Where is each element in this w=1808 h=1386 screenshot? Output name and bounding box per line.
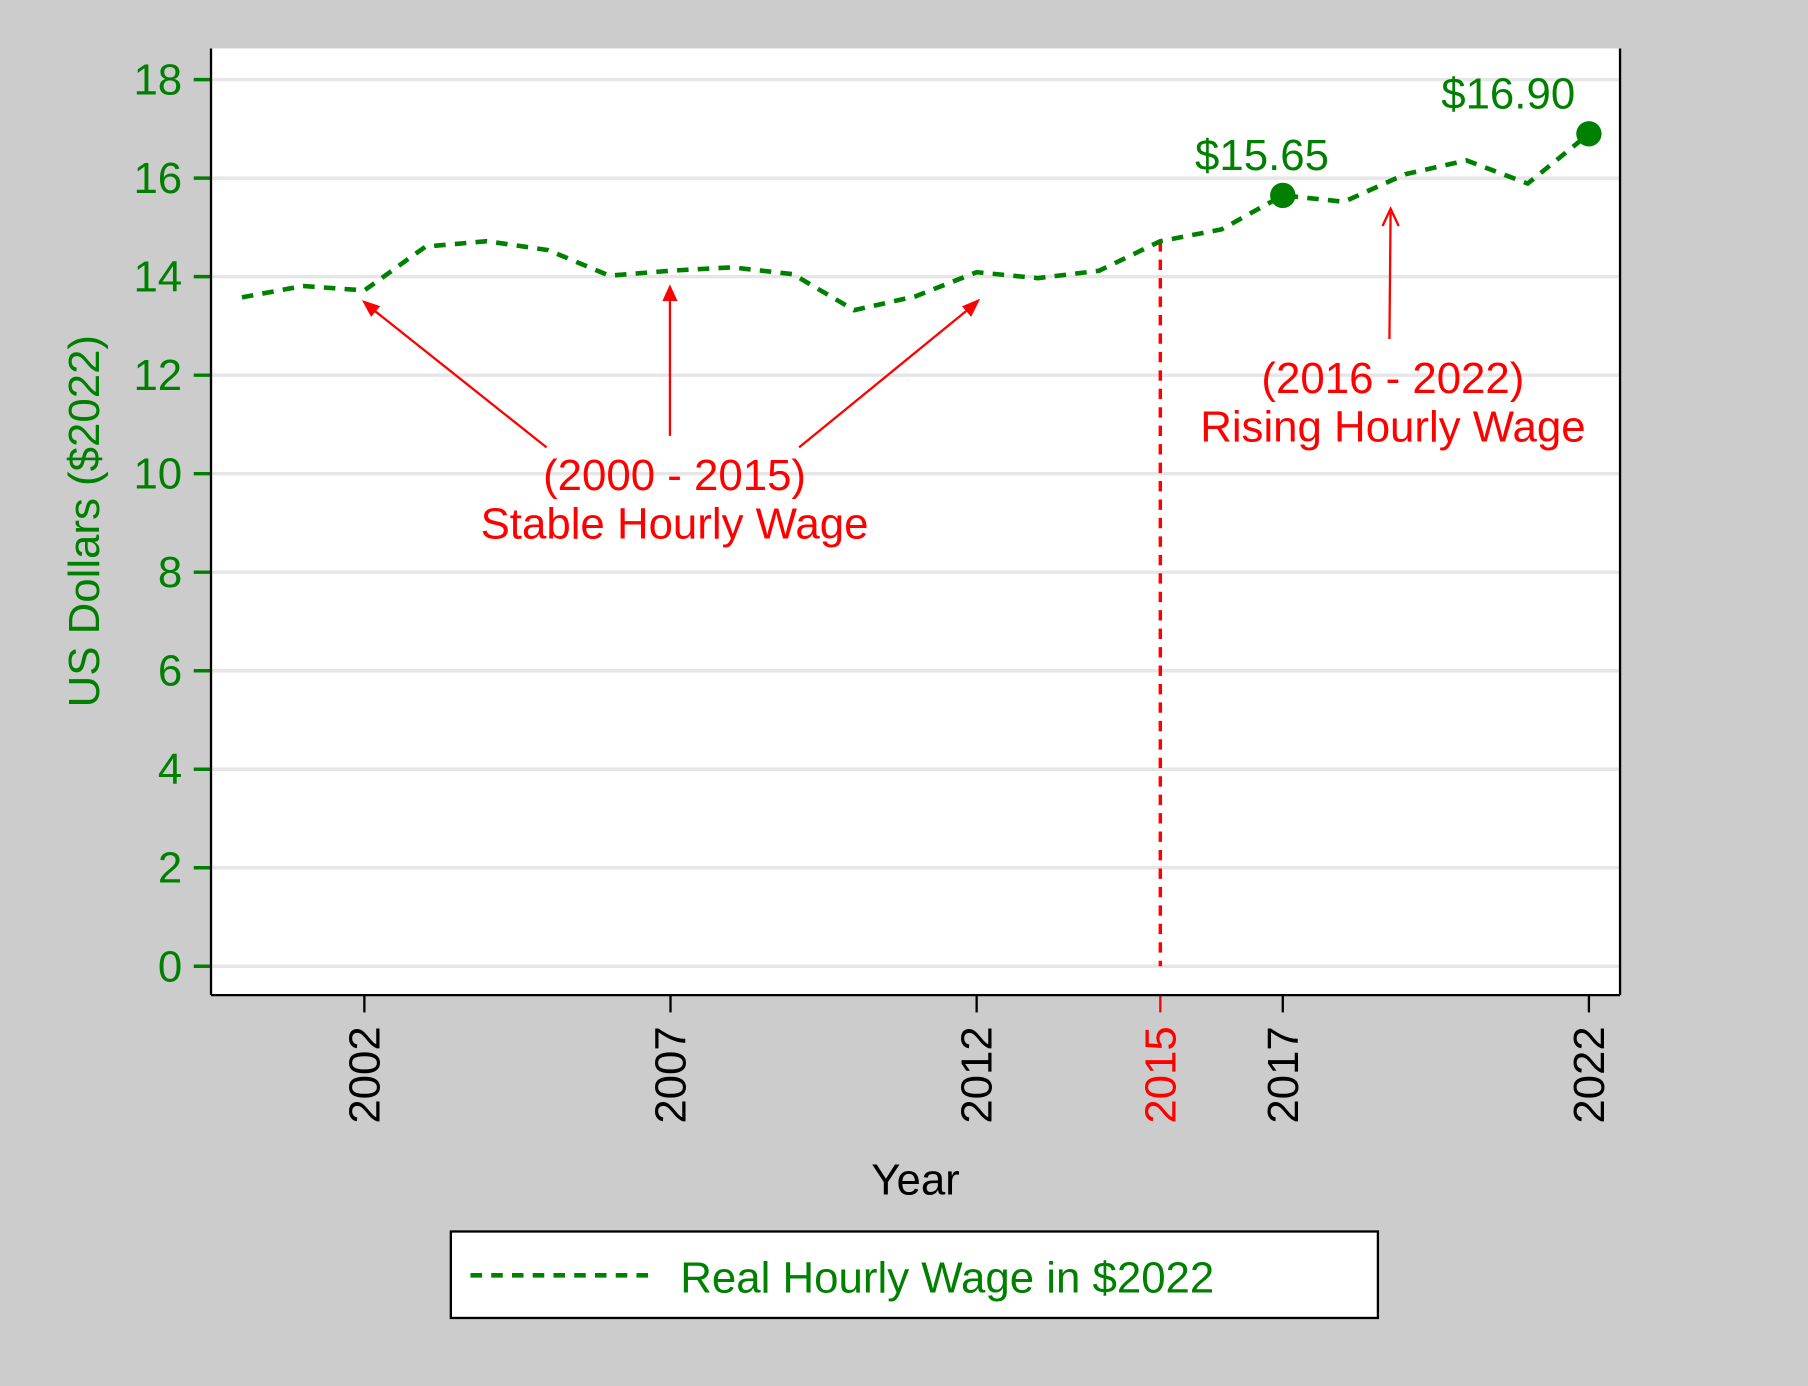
y-tick-label: 18 bbox=[133, 56, 182, 105]
plot-area bbox=[211, 48, 1621, 996]
annotation-stable-label: Stable Hourly Wage bbox=[481, 499, 869, 548]
x-tick-label: 2015 bbox=[1136, 1026, 1185, 1123]
marker-value-label: $16.90 bbox=[1441, 69, 1575, 118]
arrow-to-2002 bbox=[365, 303, 548, 449]
highlight-marker bbox=[1270, 182, 1296, 209]
arrow-to-2019 bbox=[1388, 212, 1392, 340]
arrow-to-2012 bbox=[798, 303, 976, 449]
marker-value-label: $15.65 bbox=[1195, 131, 1329, 180]
series-line bbox=[241, 132, 1591, 313]
y-tick-label: 12 bbox=[133, 351, 182, 400]
arrowhead-icon bbox=[662, 284, 678, 301]
y-tick-label: 6 bbox=[158, 647, 182, 696]
x-tick-label: 2012 bbox=[953, 1026, 1002, 1123]
arrowhead-icon bbox=[962, 298, 981, 317]
annotation-stable-years: (2000 - 2015) bbox=[543, 451, 806, 500]
y-tick-label: 8 bbox=[158, 548, 182, 597]
legend-label: Real Hourly Wage in $2022 bbox=[680, 1254, 1214, 1303]
x-tick-label: 2007 bbox=[646, 1026, 695, 1123]
y-axis-label: US Dollars ($2022) bbox=[60, 335, 109, 707]
y-tick-label: 0 bbox=[158, 942, 182, 991]
arrowhead-icon bbox=[1381, 205, 1400, 227]
gridlines bbox=[212, 77, 1619, 969]
x-axis-ticks: 2002 2007 2012 2015 2017 2022 bbox=[340, 995, 1614, 1124]
y-tick-label: 10 bbox=[133, 450, 182, 499]
arrowhead-icon bbox=[361, 300, 381, 317]
y-tick-label: 2 bbox=[158, 844, 182, 893]
series-group bbox=[241, 132, 1591, 313]
y-tick-label: 16 bbox=[133, 154, 182, 203]
annotation-rising-label: Rising Hourly Wage bbox=[1200, 403, 1585, 452]
x-tick-label: 2017 bbox=[1259, 1026, 1308, 1123]
x-axis-label: Year bbox=[871, 1156, 959, 1205]
highlight-marker bbox=[1576, 121, 1602, 147]
x-tick-label: 2002 bbox=[340, 1026, 389, 1123]
y-tick-label: 4 bbox=[158, 745, 182, 794]
y-axis-ticks: 0 2 4 6 8 10 12 14 16 18 bbox=[133, 56, 212, 991]
legend: Real Hourly Wage in $2022 bbox=[449, 1230, 1380, 1320]
annotation-arrows bbox=[361, 205, 1400, 449]
x-tick-label: 2022 bbox=[1565, 1026, 1614, 1123]
annotation-rising-years: (2016 - 2022) bbox=[1261, 354, 1524, 403]
y-tick-label: 14 bbox=[133, 253, 182, 302]
markers-group: $15.65 $16.90 bbox=[1195, 69, 1602, 209]
